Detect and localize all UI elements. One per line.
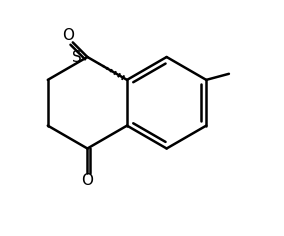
Text: O: O [82, 173, 93, 188]
Text: S: S [72, 50, 82, 64]
Text: O: O [62, 28, 75, 43]
